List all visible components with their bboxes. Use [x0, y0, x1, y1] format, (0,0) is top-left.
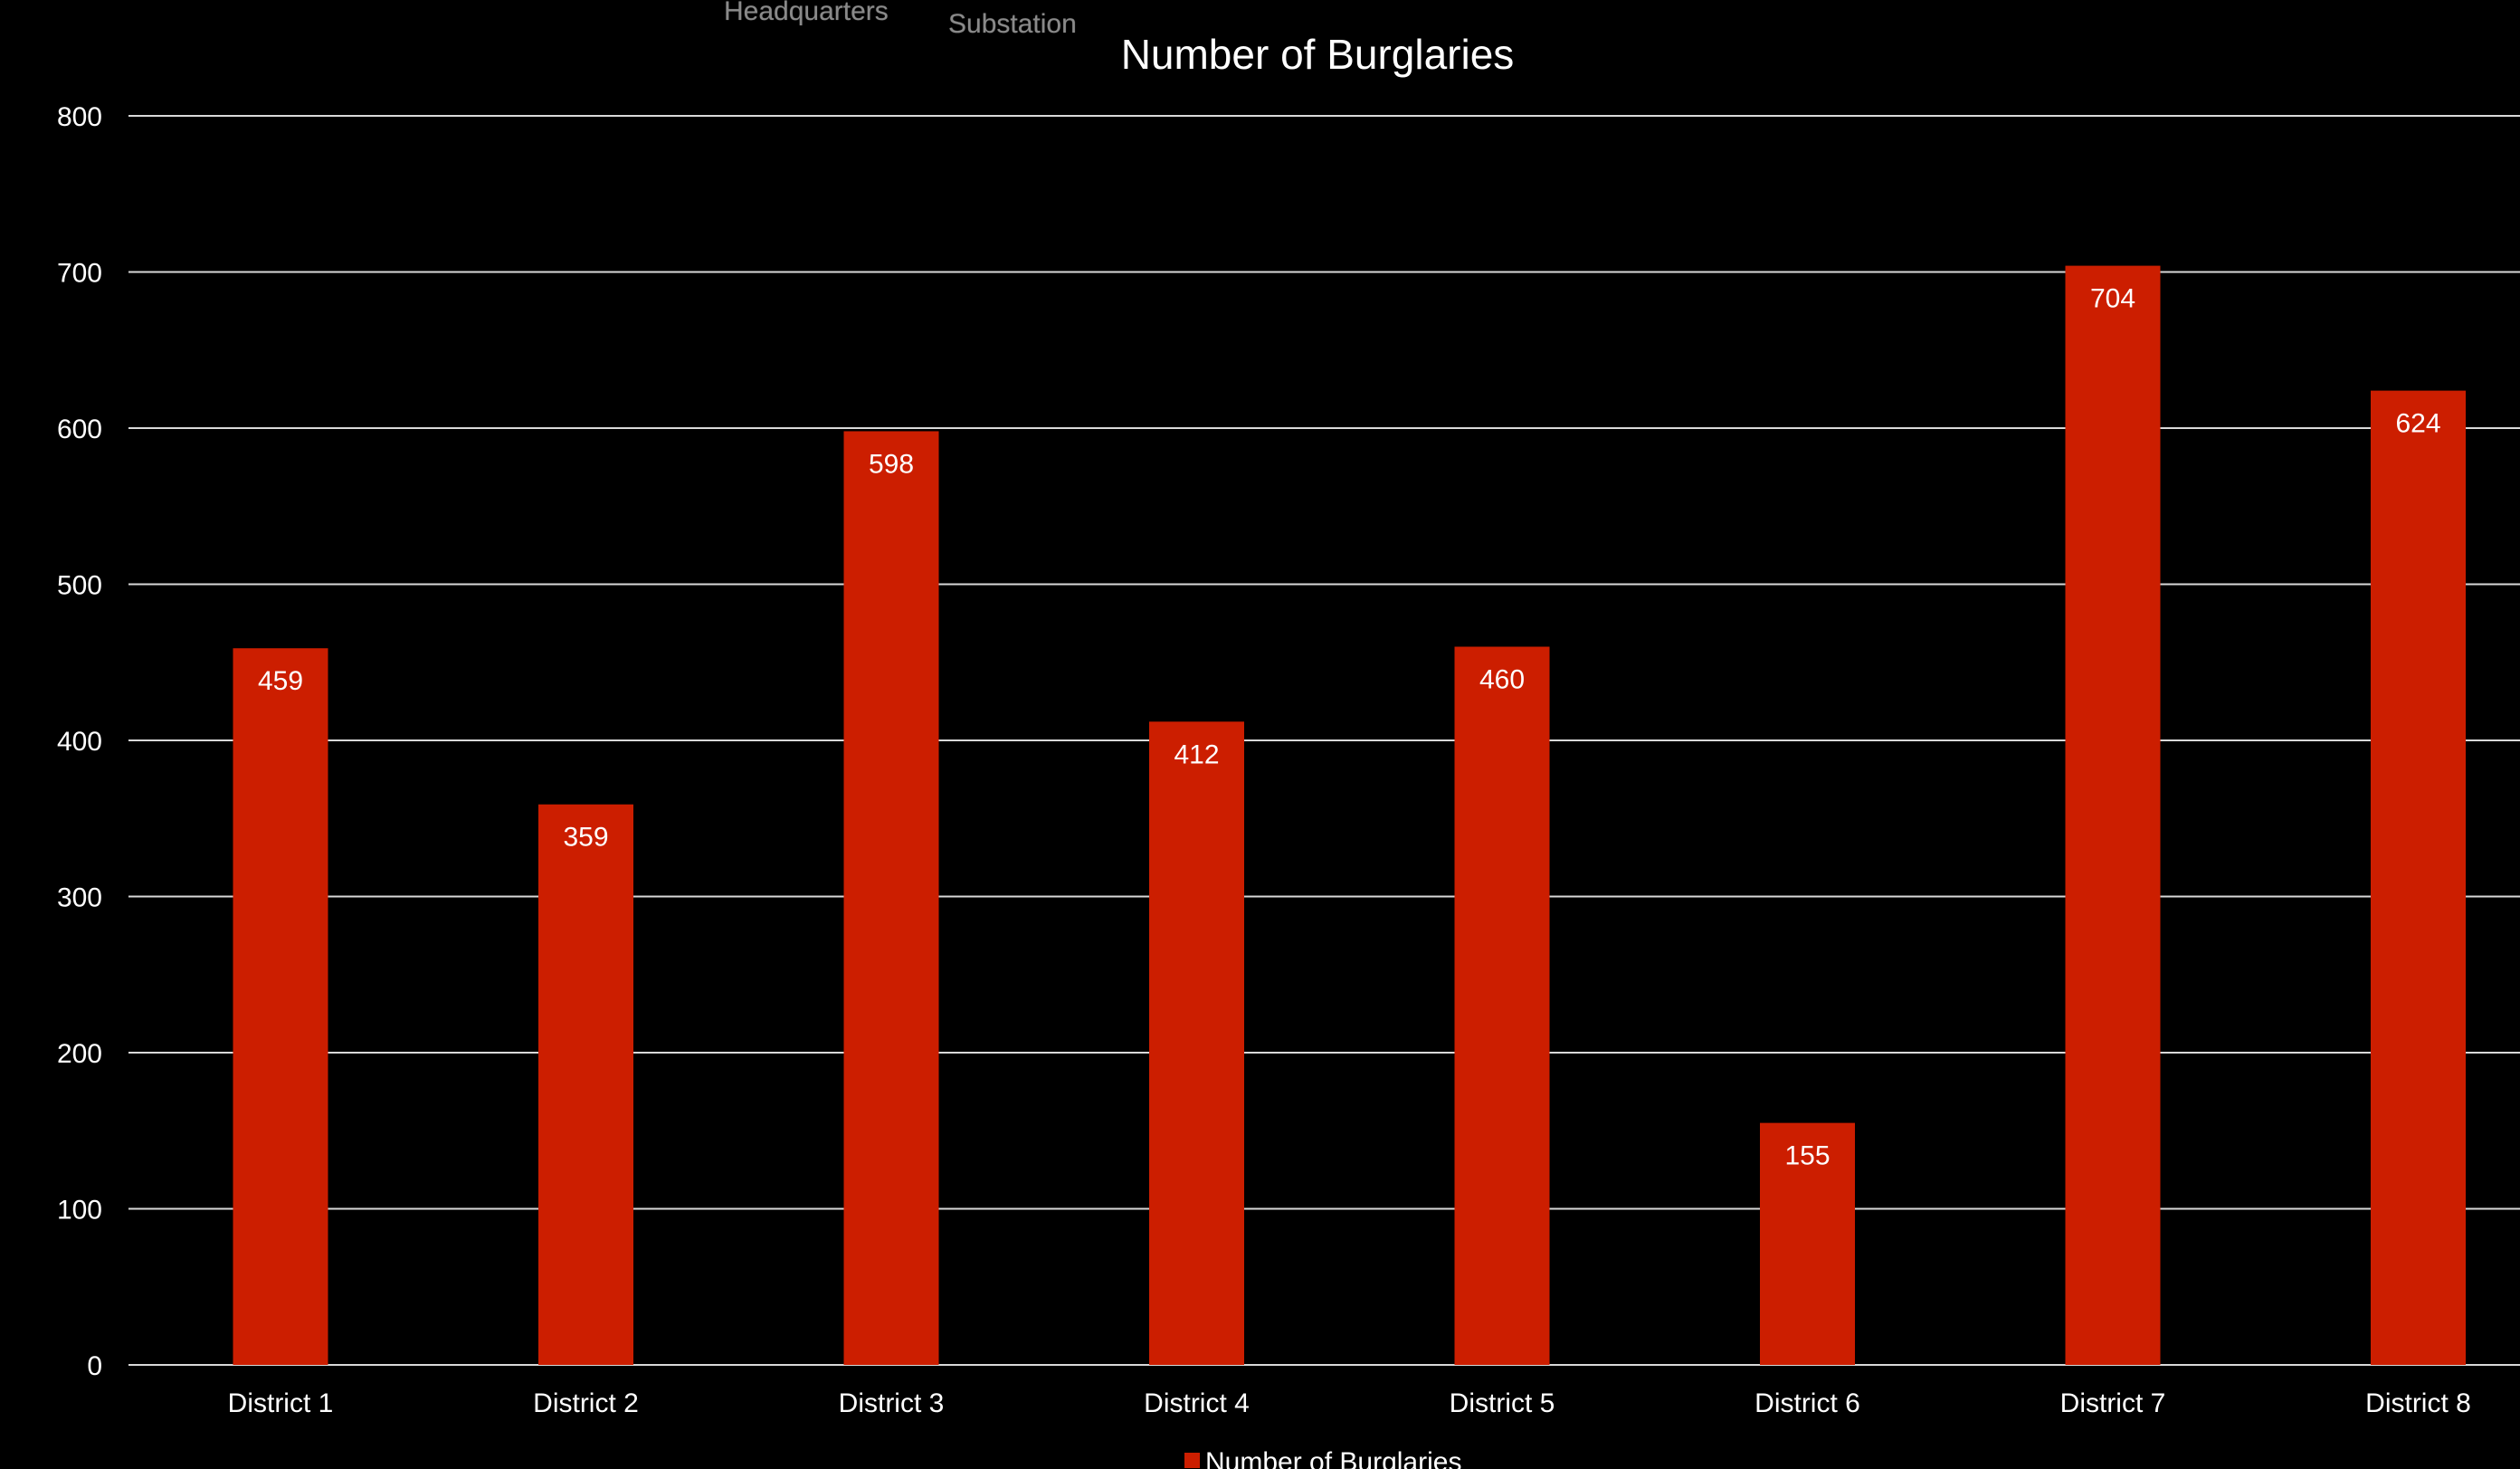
bar [2065, 265, 2161, 1366]
bar [233, 648, 328, 1365]
x-tick-label: District 5 [1450, 1388, 1555, 1418]
legend-label: Number of Burglaries [1205, 1447, 1461, 1469]
bar [538, 804, 633, 1365]
bar [1149, 721, 1244, 1365]
y-tick-label: 400 [57, 727, 102, 757]
bar [1760, 1122, 1855, 1365]
data-label: 598 [869, 449, 914, 479]
chart-title: Number of Burglaries [1121, 31, 1515, 78]
data-label: 704 [2090, 284, 2135, 314]
bar [2371, 390, 2466, 1366]
x-tick-label: District 4 [1144, 1388, 1250, 1418]
x-tick-label: District 1 [228, 1388, 334, 1418]
legend: Number of Burglaries [1184, 1447, 1461, 1469]
x-axis-tick-labels: District 1 District 2 District 3 District 4… [228, 1388, 2471, 1418]
data-label: 459 [258, 666, 303, 696]
background-text-fragment: Headquarters [724, 0, 889, 26]
background-text-fragment: Substation [948, 9, 1077, 39]
x-tick-label: District 8 [2365, 1388, 2471, 1418]
x-tick-label: District 2 [533, 1388, 639, 1418]
data-label: 359 [563, 823, 608, 853]
data-labels: 459 359 598 412 460 155 704 624 [258, 284, 2441, 1171]
legend-swatch [1184, 1453, 1200, 1468]
y-tick-label: 600 [57, 415, 102, 444]
y-tick-label: 200 [57, 1039, 102, 1069]
y-tick-label: 100 [57, 1196, 102, 1226]
data-label: 155 [1784, 1141, 1830, 1171]
data-label: 624 [2395, 409, 2440, 439]
gridlines [128, 115, 2520, 1366]
y-tick-label: 0 [87, 1351, 102, 1381]
x-tick-label: District 3 [839, 1388, 945, 1418]
bars [233, 265, 2466, 1366]
y-tick-label: 700 [57, 259, 102, 289]
data-label: 460 [1479, 665, 1525, 695]
x-tick-label: District 7 [2060, 1388, 2166, 1418]
bar [843, 431, 939, 1366]
bar [1454, 646, 1550, 1365]
data-label: 412 [1174, 739, 1219, 769]
y-tick-label: 500 [57, 571, 102, 601]
y-tick-label: 300 [57, 883, 102, 913]
x-tick-label: District 6 [1754, 1388, 1860, 1418]
y-tick-label: 800 [57, 102, 102, 132]
y-axis-tick-labels: 0 100 200 300 400 500 600 700 800 [57, 102, 102, 1381]
